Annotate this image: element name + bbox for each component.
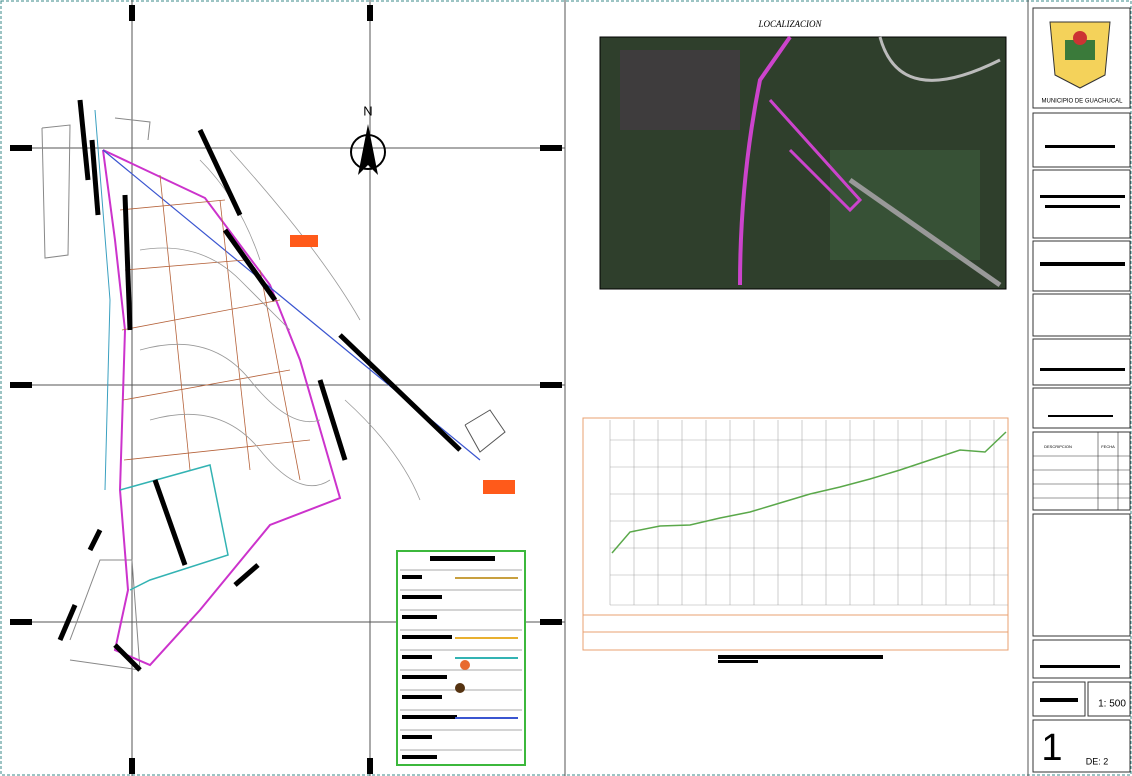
title-block-fills [1040, 145, 1125, 702]
municipality: MUNICIPIO DE GUACHUCAL [1041, 99, 1123, 105]
location-image [599, 35, 1007, 290]
table-lines [1033, 432, 1130, 510]
profile [582, 417, 1009, 663]
north-label: N [363, 103, 372, 118]
sheet-number: 1 [1041, 727, 1062, 769]
crest [1049, 21, 1111, 89]
sheet-total: DE: 2 [1086, 756, 1109, 766]
location-title: LOCALIZACION [757, 19, 822, 29]
north-arrow: N [350, 103, 386, 175]
scale: 1: 500 [1098, 699, 1126, 710]
table-header: FECHA [1101, 444, 1115, 449]
legend-box [396, 550, 526, 766]
grid-ticks [10, 5, 562, 774]
plan [41, 99, 515, 672]
table-header: DESCRIPCION [1044, 444, 1072, 449]
title-block [1032, 7, 1131, 773]
